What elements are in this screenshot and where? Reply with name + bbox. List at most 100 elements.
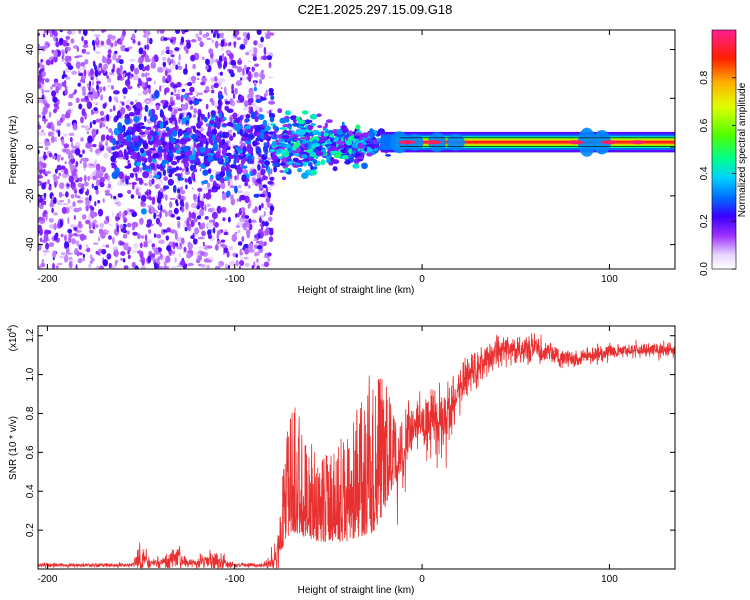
spectral-blob (197, 215, 201, 220)
spectral-blob (192, 63, 196, 70)
spectral-blob (52, 173, 57, 180)
spectral-blob (205, 86, 210, 91)
spectral-blob (341, 155, 349, 160)
spectral-blob (56, 120, 62, 127)
spectral-blob (277, 148, 281, 153)
spectral-blob (221, 138, 226, 146)
spectral-blob (268, 61, 272, 69)
spectral-blob (164, 185, 170, 190)
spectral-blob (229, 116, 233, 124)
spectral-blob (151, 166, 156, 170)
spectral-blob (55, 85, 59, 94)
spectral-blob (93, 107, 98, 112)
spectral-blob (32, 151, 35, 155)
spectral-blob (124, 117, 131, 125)
spectral-blob (188, 211, 192, 219)
spectral-blob (243, 191, 251, 197)
spectral-blob (446, 133, 465, 151)
spectral-blob (267, 258, 271, 262)
spectral-blob (228, 69, 234, 75)
spectral-blob (158, 222, 163, 228)
spectral-blob (347, 145, 352, 149)
spectral-blob (260, 132, 265, 140)
spectral-blob (187, 81, 193, 87)
spectral-blob (256, 245, 263, 250)
spectral-blob (101, 56, 107, 64)
spectral-blob (142, 166, 147, 171)
spectral-blob (135, 172, 138, 179)
spectral-blob (221, 244, 226, 248)
spectral-blob (234, 175, 237, 181)
spectral-blob (38, 124, 41, 130)
spectral-blob (140, 208, 147, 215)
spectral-blob (170, 229, 176, 234)
spectral-blob (252, 168, 257, 176)
spectral-blob (111, 211, 114, 218)
spectral-blob (78, 244, 82, 250)
spectral-blob (197, 246, 204, 249)
spectral-blob (273, 133, 277, 138)
spectral-blob (258, 215, 265, 218)
spectral-blob (239, 194, 247, 201)
spectral-blob (68, 93, 74, 99)
spectral-blob (142, 142, 149, 149)
spectral-blob (74, 55, 80, 59)
spectral-blob (70, 157, 76, 164)
spectral-blob (269, 210, 273, 216)
x-tick-label: -200 (37, 274, 57, 285)
spectral-blob (72, 232, 78, 237)
spectral-blob (140, 200, 144, 206)
spectral-blob (92, 39, 95, 47)
spectral-blob (264, 207, 268, 211)
spectral-blob (84, 125, 90, 131)
spectral-blob (200, 264, 206, 268)
spectral-blob (137, 250, 142, 255)
spectral-blob (86, 51, 90, 55)
spectral-blob (183, 68, 188, 75)
spectral-blob (207, 259, 212, 263)
spectral-blob (235, 253, 239, 258)
spectral-blob (62, 203, 69, 206)
spectral-blob (238, 265, 241, 269)
spectral-blob (229, 98, 233, 106)
spectral-blob (282, 124, 290, 128)
spectral-blob (115, 115, 119, 121)
spectral-blob (82, 253, 85, 258)
spectral-blob (38, 265, 42, 268)
spectral-blob (242, 133, 250, 138)
spectral-blob (325, 144, 330, 148)
spectral-blob (146, 37, 150, 44)
spectral-blob (167, 179, 174, 185)
spectral-blob (93, 34, 101, 37)
spectral-blob (48, 242, 55, 248)
spectral-blob (40, 262, 46, 268)
spectral-blob (191, 39, 197, 43)
spectral-blob (137, 93, 142, 96)
spectral-blob (251, 66, 255, 72)
spectral-blob (38, 62, 41, 69)
spectral-blob (162, 169, 167, 177)
spectral-blob (181, 104, 187, 111)
spectral-blob (100, 94, 104, 101)
spectral-blob (229, 52, 234, 60)
spectral-blob (199, 218, 203, 221)
spectral-blob (75, 97, 80, 104)
spectral-blob (43, 151, 47, 157)
spectral-blob (241, 174, 247, 180)
spectral-blob (224, 176, 230, 181)
spectral-blob (295, 129, 303, 136)
spectral-blob (120, 257, 123, 261)
spectral-blob (185, 166, 189, 173)
spectral-blob (238, 57, 241, 62)
spectral-blob (246, 145, 254, 154)
spectral-blob (273, 166, 277, 173)
spectral-blob (244, 263, 250, 267)
spectral-blob (38, 165, 43, 170)
spectral-blob (67, 101, 73, 107)
spectral-blob (310, 123, 316, 127)
spectral-blob (74, 148, 81, 156)
x-tick-label: 0 (419, 574, 425, 585)
spectral-blob (45, 213, 48, 221)
spectral-blob (163, 176, 168, 182)
spectral-blob (60, 156, 64, 161)
